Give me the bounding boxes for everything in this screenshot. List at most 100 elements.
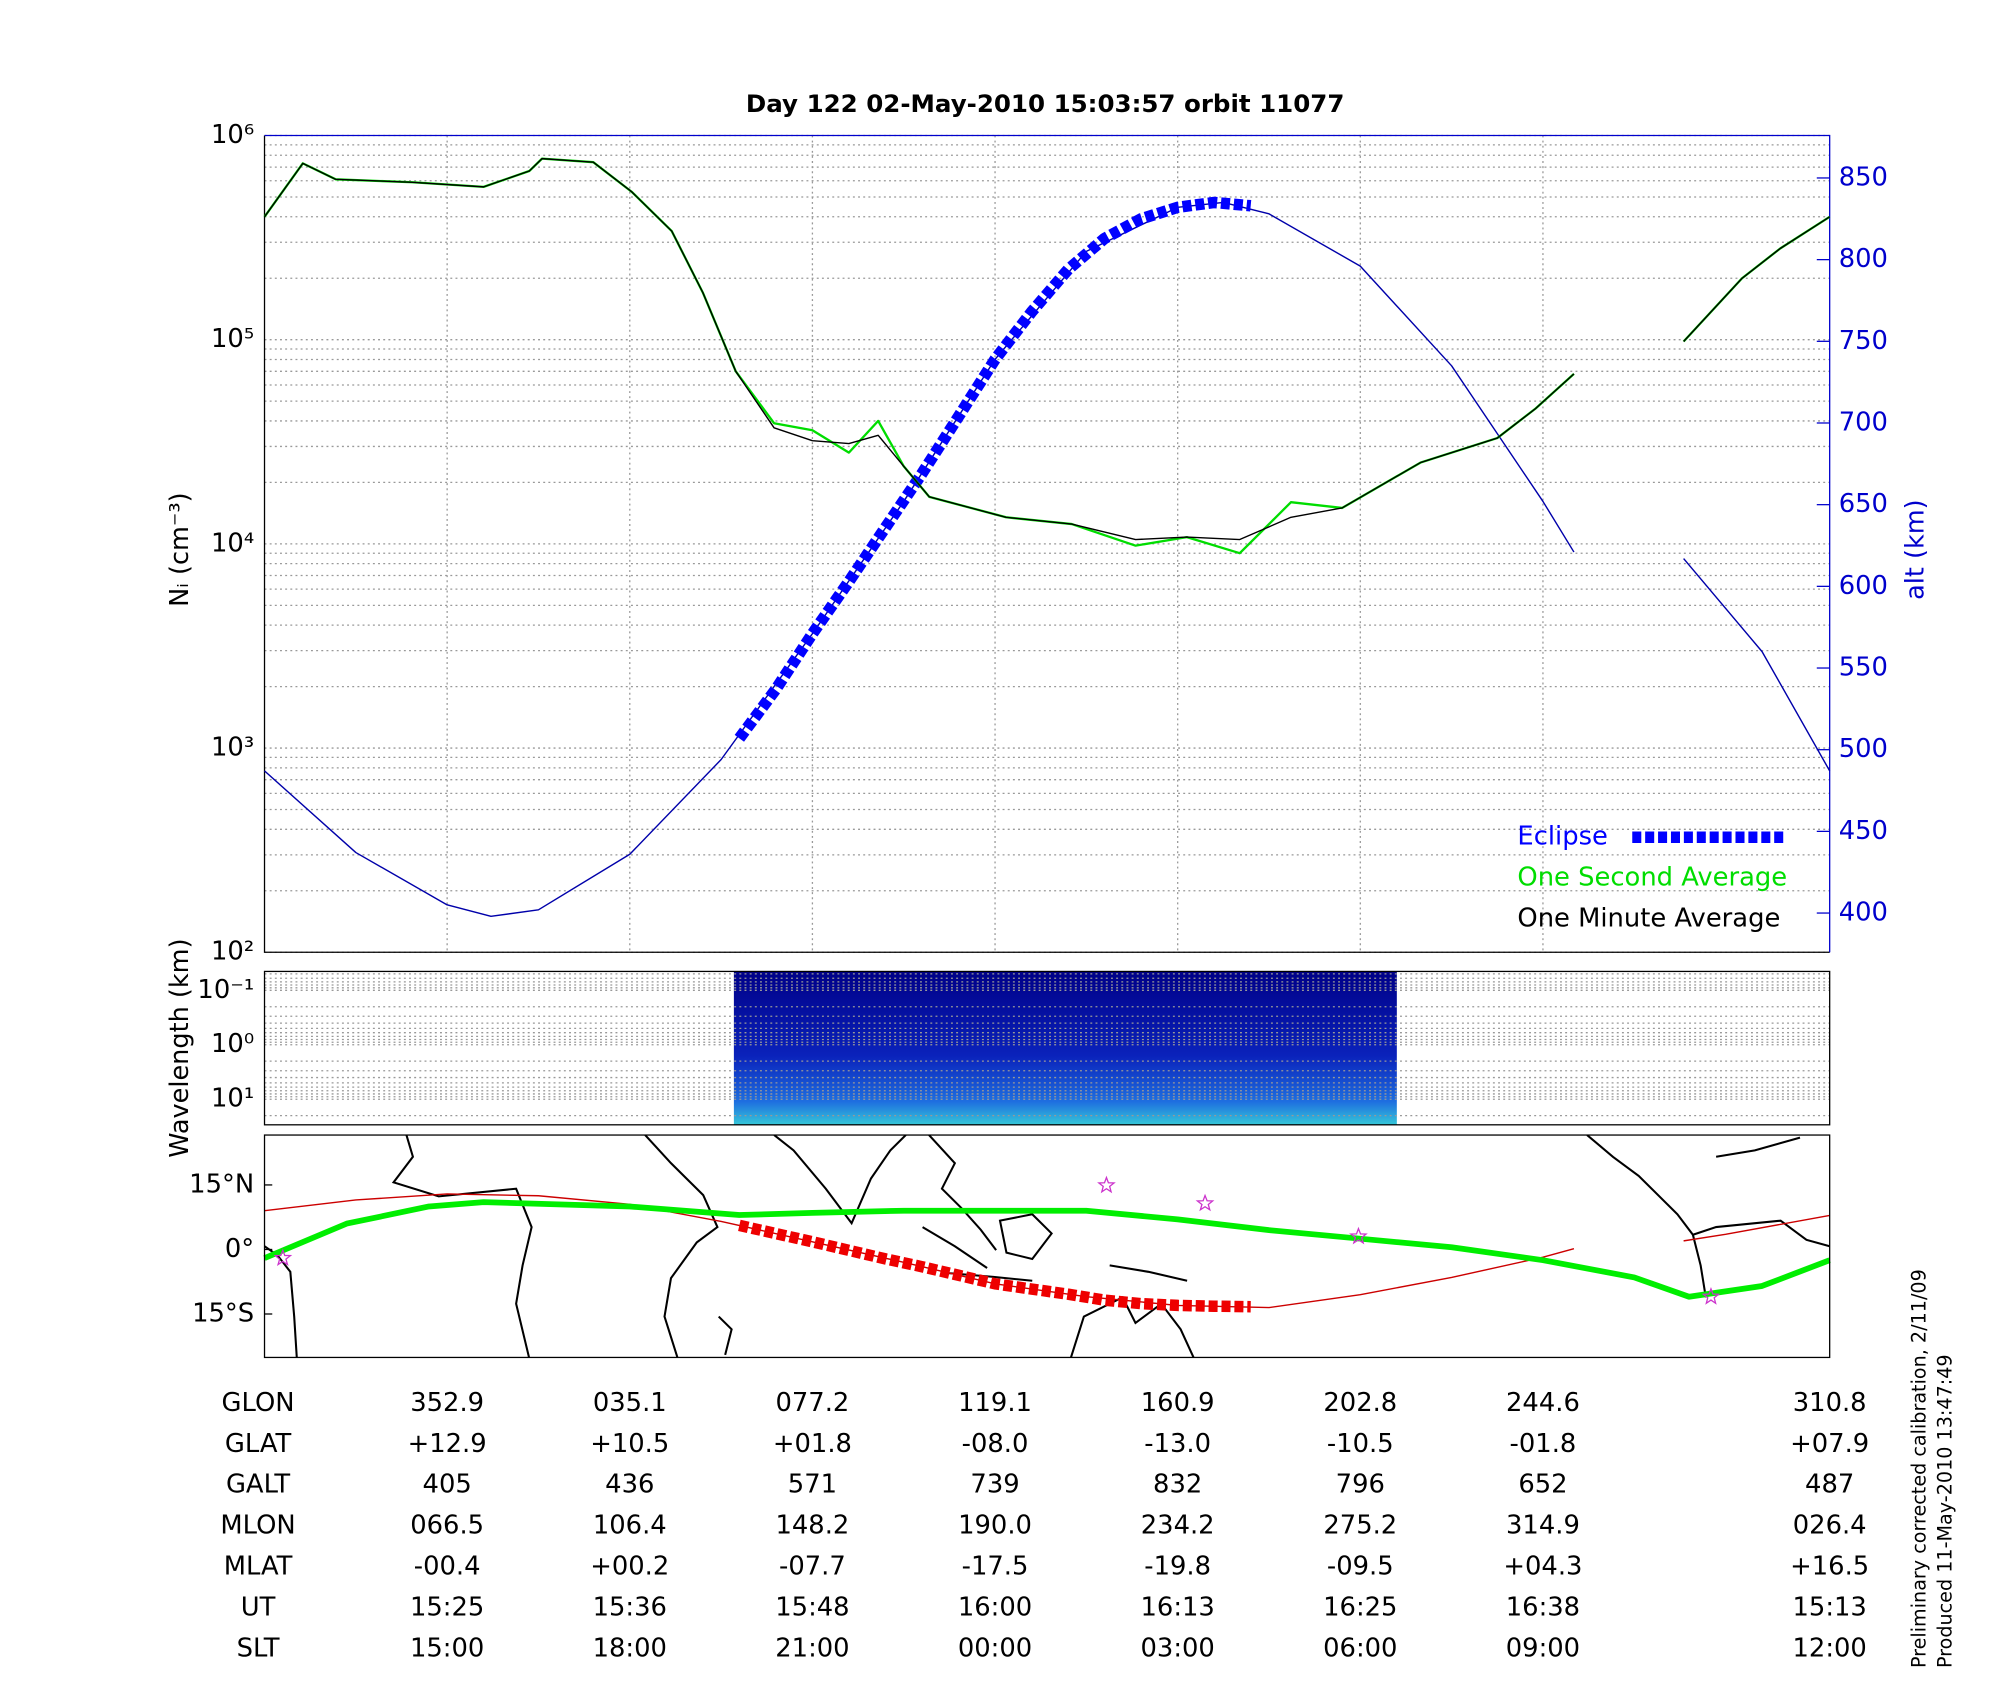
table-cell: -00.4 xyxy=(414,1552,481,1582)
table-cell: 106.4 xyxy=(593,1511,667,1541)
table-cell: +16.5 xyxy=(1790,1552,1869,1582)
y2-tick-label: 550 xyxy=(1839,653,1888,683)
table-cell: 035.1 xyxy=(593,1388,667,1418)
table-cell: 15:13 xyxy=(1793,1593,1867,1623)
coastline xyxy=(391,1135,533,1358)
star-marker xyxy=(273,1248,293,1267)
coastlines xyxy=(264,1135,1830,1358)
table-cell: -07.7 xyxy=(779,1552,846,1582)
y-tick-label: 15°S xyxy=(192,1299,254,1329)
table-cell: +12.9 xyxy=(408,1429,487,1459)
y2-tick-label: 650 xyxy=(1839,489,1888,519)
legend-label: One Second Average xyxy=(1517,863,1787,893)
table-cell: +01.8 xyxy=(773,1429,852,1459)
row-label: MLAT xyxy=(224,1552,293,1582)
track-line xyxy=(264,1193,1830,1309)
y-tick-label: 10³ xyxy=(211,733,254,763)
table-cell: 310.8 xyxy=(1793,1388,1867,1418)
footer-note: Produced 11-May-2010 13:47:49 xyxy=(1933,1354,1956,1668)
table-cell: 275.2 xyxy=(1323,1511,1397,1541)
row-label: GLAT xyxy=(225,1429,292,1459)
y2-tick-label: 500 xyxy=(1839,734,1888,764)
coastline xyxy=(1691,1234,1707,1298)
table-cell: -09.5 xyxy=(1327,1552,1394,1582)
y-tick-label: 0° xyxy=(225,1234,254,1264)
axis-frame xyxy=(263,135,1830,953)
coastline xyxy=(773,1135,907,1226)
table-cell: 487 xyxy=(1805,1470,1854,1500)
y-tick-label: 10¹ xyxy=(211,1084,254,1114)
table-cell: 16:38 xyxy=(1506,1593,1580,1623)
y2-tick-label: 800 xyxy=(1839,244,1888,274)
table-cell: 314.9 xyxy=(1506,1511,1580,1541)
row-label: MLON xyxy=(220,1511,295,1541)
y2-tick-label: 850 xyxy=(1839,163,1888,193)
table-cell: -17.5 xyxy=(962,1552,1029,1582)
y2-axis-label: alt (km) xyxy=(1901,499,1931,600)
table-cell: +10.5 xyxy=(590,1429,669,1459)
track-line xyxy=(738,1219,1251,1313)
table-cell: 077.2 xyxy=(775,1388,849,1418)
table-cell: 244.6 xyxy=(1506,1388,1580,1418)
table-cell: 739 xyxy=(970,1470,1019,1500)
series-line xyxy=(734,196,1252,742)
footer-note: Preliminary corrected calibration, 2/11/… xyxy=(1907,1269,1930,1668)
star-marker xyxy=(1349,1226,1368,1245)
row-label: GLON xyxy=(222,1388,295,1418)
table-cell: +00.2 xyxy=(590,1552,669,1582)
row-label: GALT xyxy=(226,1470,291,1500)
table-cell: 796 xyxy=(1336,1470,1385,1500)
table-cell: 16:25 xyxy=(1323,1593,1397,1623)
table-cell: +07.9 xyxy=(1790,1429,1869,1459)
table-cell: +04.3 xyxy=(1503,1552,1582,1582)
coastline xyxy=(922,1226,988,1269)
y2-tick-label: 750 xyxy=(1839,326,1888,356)
table-cell: 202.8 xyxy=(1323,1388,1397,1418)
y-tick-label: 10⁴ xyxy=(211,528,254,558)
table-cell: 571 xyxy=(788,1470,837,1500)
y2-axis-frame xyxy=(264,134,1831,953)
table-cell: 16:00 xyxy=(958,1593,1032,1623)
y2-tick-label: 700 xyxy=(1839,408,1888,438)
table-cell: -10.5 xyxy=(1327,1429,1394,1459)
y2-tick-label: 600 xyxy=(1839,571,1888,601)
star-marker xyxy=(1097,1175,1116,1194)
table-cell: 15:48 xyxy=(775,1593,849,1623)
y-axis-label: Nᵢ (cm⁻³) xyxy=(165,492,195,606)
table-cell: 09:00 xyxy=(1506,1633,1580,1663)
table-cell: 21:00 xyxy=(775,1633,849,1663)
table-cell: 06:00 xyxy=(1323,1633,1397,1663)
table-cell: 652 xyxy=(1518,1470,1567,1500)
legend-label: Eclipse xyxy=(1517,822,1608,852)
y2-tick-label: 450 xyxy=(1839,816,1888,846)
table-cell: 15:00 xyxy=(410,1633,484,1663)
table-cell: 03:00 xyxy=(1141,1633,1215,1663)
y-tick-label: 10² xyxy=(211,937,254,967)
coastline xyxy=(717,1315,733,1356)
row-label: UT xyxy=(241,1593,276,1623)
y-tick-label: 10⁰ xyxy=(211,1029,254,1059)
table-cell: 234.2 xyxy=(1141,1511,1215,1541)
table-cell: 18:00 xyxy=(593,1633,667,1663)
table-cell: 066.5 xyxy=(410,1511,484,1541)
table-cell: 436 xyxy=(605,1470,654,1500)
coastline xyxy=(928,1135,997,1251)
legend-label: One Minute Average xyxy=(1517,904,1780,934)
spectrogram xyxy=(733,971,1397,1125)
axis-frame xyxy=(263,970,1831,1126)
y-tick-label: 10⁵ xyxy=(211,324,254,354)
series-line xyxy=(263,157,1831,541)
table-cell: 15:36 xyxy=(593,1593,667,1623)
table-cell: -19.8 xyxy=(1144,1552,1211,1582)
axis-frame xyxy=(263,1134,1831,1359)
table-cell: 190.0 xyxy=(958,1511,1032,1541)
coastline xyxy=(1715,1136,1801,1158)
coastline xyxy=(1109,1264,1188,1282)
chart-title: Day 122 02-May-2010 15:03:57 orbit 11077 xyxy=(746,89,1344,118)
y-tick-label: 15°N xyxy=(189,1170,254,1200)
table-cell: -08.0 xyxy=(962,1429,1029,1459)
table-cell: 026.4 xyxy=(1793,1511,1867,1541)
table-cell: 832 xyxy=(1153,1470,1202,1500)
